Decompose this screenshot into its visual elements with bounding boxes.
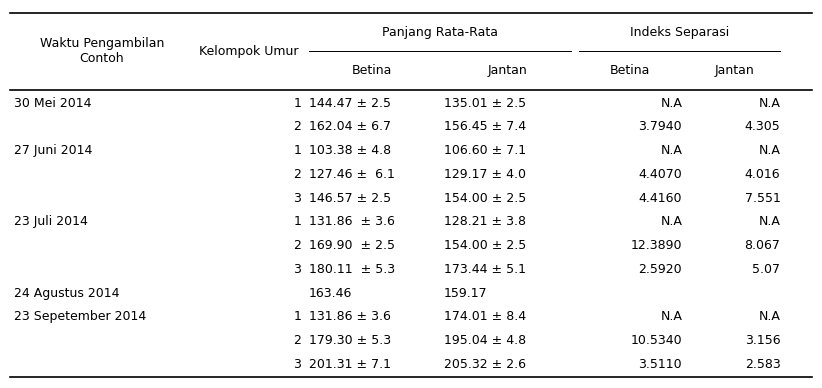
Text: 8.067: 8.067 bbox=[745, 239, 780, 252]
Text: 2: 2 bbox=[293, 168, 301, 181]
Text: N.A: N.A bbox=[660, 144, 682, 157]
Text: 179.30 ± 5.3: 179.30 ± 5.3 bbox=[308, 334, 390, 347]
Text: 154.00 ± 2.5: 154.00 ± 2.5 bbox=[444, 239, 526, 252]
Text: Indeks Separasi: Indeks Separasi bbox=[630, 26, 729, 39]
Text: N.A: N.A bbox=[660, 97, 682, 109]
Text: 131.86 ± 3.6: 131.86 ± 3.6 bbox=[308, 310, 390, 323]
Text: 131.86  ± 3.6: 131.86 ± 3.6 bbox=[308, 215, 395, 228]
Text: Kelompok Umur: Kelompok Umur bbox=[200, 45, 299, 58]
Text: Betina: Betina bbox=[352, 64, 392, 77]
Text: 3.156: 3.156 bbox=[745, 334, 780, 347]
Text: 154.00 ± 2.5: 154.00 ± 2.5 bbox=[444, 192, 526, 204]
Text: 12.3890: 12.3890 bbox=[630, 239, 682, 252]
Text: N.A: N.A bbox=[660, 215, 682, 228]
Text: 3: 3 bbox=[293, 263, 301, 276]
Text: 180.11  ± 5.3: 180.11 ± 5.3 bbox=[308, 263, 395, 276]
Text: 27 Juni 2014: 27 Juni 2014 bbox=[14, 144, 92, 157]
Text: 2.5920: 2.5920 bbox=[639, 263, 682, 276]
Text: Jantan: Jantan bbox=[487, 64, 527, 77]
Text: N.A: N.A bbox=[759, 144, 780, 157]
Text: Waktu Pengambilan
Contoh: Waktu Pengambilan Contoh bbox=[39, 38, 164, 66]
Text: 23 Juli 2014: 23 Juli 2014 bbox=[14, 215, 88, 228]
Text: 1: 1 bbox=[293, 144, 301, 157]
Text: 195.04 ± 4.8: 195.04 ± 4.8 bbox=[444, 334, 526, 347]
Text: 129.17 ± 4.0: 129.17 ± 4.0 bbox=[444, 168, 526, 181]
Text: 106.60 ± 7.1: 106.60 ± 7.1 bbox=[444, 144, 526, 157]
Text: 159.17: 159.17 bbox=[444, 287, 487, 300]
Text: 3.7940: 3.7940 bbox=[639, 120, 682, 133]
Text: 23 Sepetember 2014: 23 Sepetember 2014 bbox=[14, 310, 146, 323]
Text: 4.016: 4.016 bbox=[745, 168, 780, 181]
Text: 144.47 ± 2.5: 144.47 ± 2.5 bbox=[308, 97, 390, 109]
Text: 156.45 ± 7.4: 156.45 ± 7.4 bbox=[444, 120, 526, 133]
Text: 2: 2 bbox=[293, 334, 301, 347]
Text: 2: 2 bbox=[293, 120, 301, 133]
Text: 3.5110: 3.5110 bbox=[639, 358, 682, 371]
Text: 128.21 ± 3.8: 128.21 ± 3.8 bbox=[444, 215, 526, 228]
Text: N.A: N.A bbox=[759, 310, 780, 323]
Text: 135.01 ± 2.5: 135.01 ± 2.5 bbox=[444, 97, 526, 109]
Text: 205.32 ± 2.6: 205.32 ± 2.6 bbox=[444, 358, 526, 371]
Text: 24 Agustus 2014: 24 Agustus 2014 bbox=[14, 287, 119, 300]
Text: 163.46: 163.46 bbox=[308, 287, 352, 300]
Text: 4.4070: 4.4070 bbox=[639, 168, 682, 181]
Text: N.A: N.A bbox=[660, 310, 682, 323]
Text: 4.4160: 4.4160 bbox=[639, 192, 682, 204]
Text: 201.31 ± 7.1: 201.31 ± 7.1 bbox=[308, 358, 390, 371]
Text: 1: 1 bbox=[293, 310, 301, 323]
Text: 3: 3 bbox=[293, 358, 301, 371]
Text: 174.01 ± 8.4: 174.01 ± 8.4 bbox=[444, 310, 526, 323]
Text: 1: 1 bbox=[293, 97, 301, 109]
Text: Jantan: Jantan bbox=[714, 64, 755, 77]
Text: 1: 1 bbox=[293, 215, 301, 228]
Text: 2: 2 bbox=[293, 239, 301, 252]
Text: 169.90  ± 2.5: 169.90 ± 2.5 bbox=[308, 239, 395, 252]
Text: 30 Mei 2014: 30 Mei 2014 bbox=[14, 97, 91, 109]
Text: N.A: N.A bbox=[759, 215, 780, 228]
Text: 173.44 ± 5.1: 173.44 ± 5.1 bbox=[444, 263, 526, 276]
Text: Panjang Rata-Rata: Panjang Rata-Rata bbox=[381, 26, 497, 39]
Text: 10.5340: 10.5340 bbox=[630, 334, 682, 347]
Text: 7.551: 7.551 bbox=[745, 192, 780, 204]
Text: 103.38 ± 4.8: 103.38 ± 4.8 bbox=[308, 144, 390, 157]
Text: 127.46 ±  6.1: 127.46 ± 6.1 bbox=[308, 168, 395, 181]
Text: 146.57 ± 2.5: 146.57 ± 2.5 bbox=[308, 192, 390, 204]
Text: 5.07: 5.07 bbox=[752, 263, 780, 276]
Text: 2.583: 2.583 bbox=[745, 358, 780, 371]
Text: 3: 3 bbox=[293, 192, 301, 204]
Text: N.A: N.A bbox=[759, 97, 780, 109]
Text: 4.305: 4.305 bbox=[745, 120, 780, 133]
Text: Betina: Betina bbox=[610, 64, 650, 77]
Text: 162.04 ± 6.7: 162.04 ± 6.7 bbox=[308, 120, 390, 133]
